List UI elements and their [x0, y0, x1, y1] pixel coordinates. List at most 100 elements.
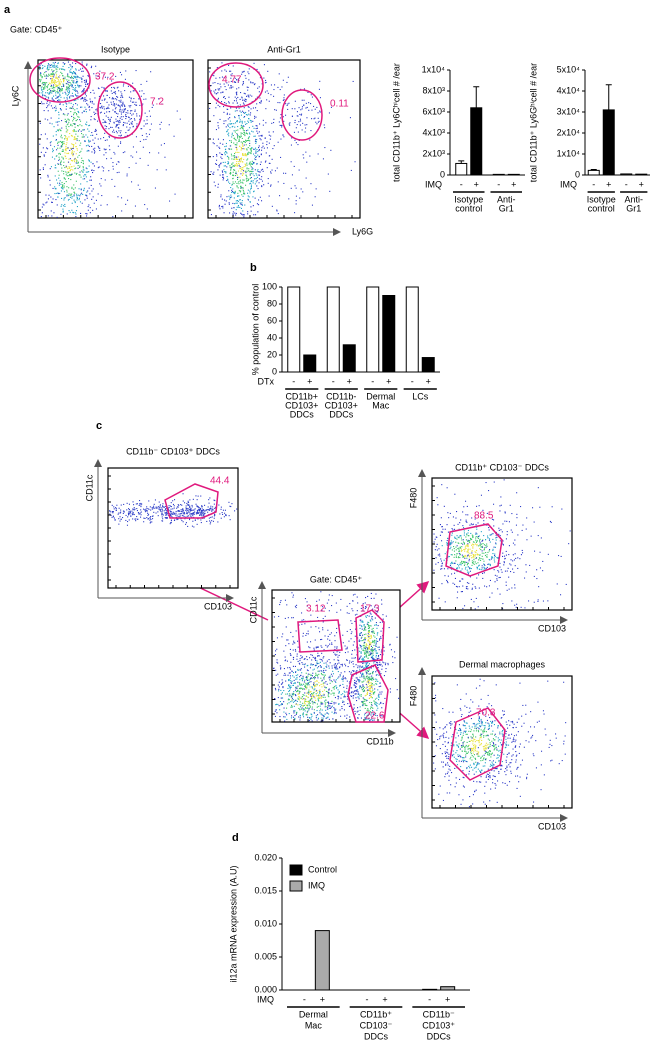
event-dot	[256, 131, 257, 132]
event-dot	[148, 500, 149, 501]
event-dot	[118, 513, 119, 514]
event-dot	[366, 644, 367, 645]
event-dot	[67, 91, 68, 92]
event-dot	[295, 700, 296, 701]
event-dot	[58, 76, 59, 77]
event-dot	[146, 510, 147, 511]
event-dot	[149, 520, 150, 521]
event-dot	[60, 109, 61, 110]
event-dot	[323, 618, 324, 619]
event-dot	[328, 174, 329, 175]
event-dot	[132, 518, 133, 519]
event-dot	[100, 138, 101, 139]
event-dot	[366, 695, 367, 696]
event-dot	[70, 179, 71, 180]
event-dot	[248, 87, 249, 88]
event-dot	[390, 692, 391, 693]
event-dot	[303, 633, 304, 634]
event-dot	[64, 152, 65, 153]
event-dot	[243, 134, 244, 135]
event-dot	[386, 668, 387, 669]
event-dot	[90, 92, 91, 93]
event-dot	[235, 144, 236, 145]
event-dot	[130, 91, 131, 92]
event-dot	[370, 654, 371, 655]
event-dot	[234, 203, 235, 204]
event-dot	[309, 692, 310, 693]
event-dot	[237, 136, 238, 137]
event-dot	[397, 637, 398, 638]
event-dot	[186, 505, 187, 506]
event-dot	[367, 708, 368, 709]
event-dot	[249, 68, 250, 69]
event-dot	[357, 707, 358, 708]
event-dot	[77, 148, 78, 149]
event-dot	[75, 139, 76, 140]
event-dot	[67, 130, 68, 131]
event-dot	[289, 713, 290, 714]
event-dot	[74, 118, 75, 119]
event-dot	[161, 513, 162, 514]
event-dot	[302, 123, 303, 124]
event-dot	[77, 138, 78, 139]
event-dot	[66, 174, 67, 175]
event-dot	[335, 668, 336, 669]
event-dot	[240, 173, 241, 174]
event-dot	[286, 714, 287, 715]
event-dot	[344, 709, 345, 710]
event-dot	[117, 87, 118, 88]
event-dot	[308, 697, 309, 698]
event-dot	[283, 183, 284, 184]
event-dot	[57, 63, 58, 64]
event-dot	[302, 129, 303, 130]
event-dot	[220, 119, 221, 120]
event-dot	[242, 128, 243, 129]
event-dot	[365, 648, 366, 649]
event-dot	[136, 136, 137, 137]
event-dot	[364, 624, 365, 625]
event-dot	[74, 193, 75, 194]
event-dot	[327, 707, 328, 708]
event-dot	[75, 112, 76, 113]
event-dot	[306, 687, 307, 688]
event-dot	[72, 106, 73, 107]
event-dot	[361, 656, 362, 657]
event-dot	[190, 516, 191, 517]
event-dot	[246, 96, 247, 97]
event-dot	[77, 140, 78, 141]
event-dot	[70, 212, 71, 213]
event-dot	[215, 185, 216, 186]
event-dot	[148, 514, 149, 515]
event-dot	[335, 682, 336, 683]
event-dot	[105, 149, 106, 150]
event-dot	[375, 618, 376, 619]
event-dot	[68, 89, 69, 90]
event-dot	[294, 108, 295, 109]
event-dot	[253, 180, 254, 181]
event-dot	[332, 668, 333, 669]
event-dot	[51, 85, 52, 86]
event-dot	[365, 638, 366, 639]
event-dot	[319, 89, 320, 90]
event-dot	[295, 606, 296, 607]
event-dot	[313, 106, 314, 107]
event-dot	[372, 657, 373, 658]
event-dot	[292, 108, 293, 109]
event-dot	[242, 169, 243, 170]
event-dot	[347, 631, 348, 632]
event-dot	[71, 210, 72, 211]
event-dot	[351, 687, 352, 688]
event-dot	[345, 677, 346, 678]
event-dot	[312, 707, 313, 708]
event-dot	[249, 133, 250, 134]
event-dot	[244, 180, 245, 181]
event-dot	[80, 69, 81, 70]
event-dot	[136, 113, 137, 114]
event-dot	[381, 604, 382, 605]
event-dot	[329, 708, 330, 709]
event-dot	[213, 91, 214, 92]
event-dot	[304, 681, 305, 682]
event-dot	[299, 676, 300, 677]
event-dot	[63, 62, 64, 63]
event-dot	[308, 690, 309, 691]
